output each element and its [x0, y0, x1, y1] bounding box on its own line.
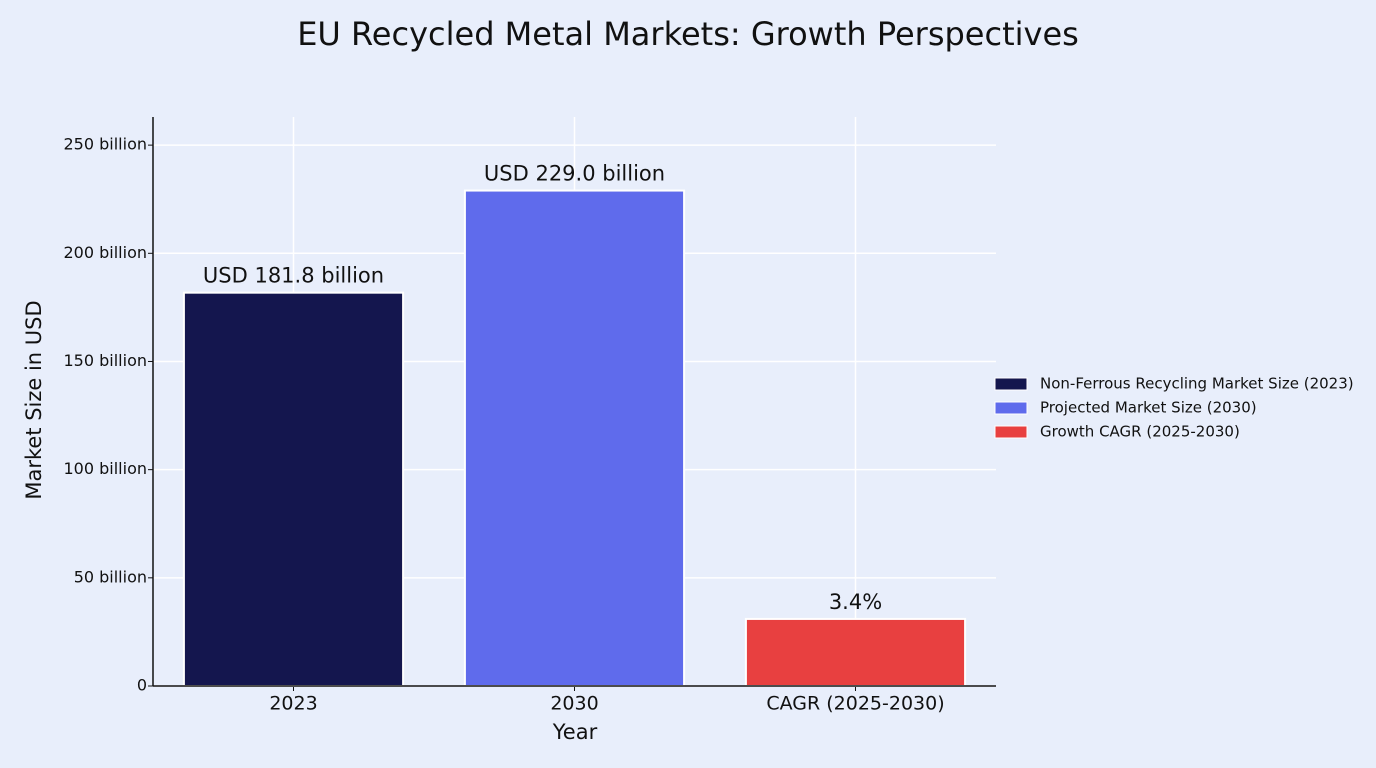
legend-swatch [994, 425, 1028, 439]
legend-label: Growth CAGR (2025-2030) [1040, 423, 1240, 441]
value-label: USD 229.0 billion [484, 162, 665, 186]
x-tick-label: 2030 [550, 693, 598, 715]
annotation: 3.4% [829, 590, 882, 614]
legend-label: Projected Market Size (2030) [1040, 399, 1257, 417]
bar [182, 291, 405, 687]
y-tick-label: 200 billion [64, 243, 148, 262]
chart-title: EU Recycled Metal Markets: Growth Perspe… [297, 15, 1079, 53]
y-tick-label: 250 billion [64, 135, 148, 154]
legend-label: Non-Ferrous Recycling Market Size (2023) [1040, 375, 1354, 393]
y-tick-label: 50 billion [74, 567, 147, 586]
y-tick-label: 0 [137, 676, 147, 695]
bar [744, 617, 967, 688]
legend-swatch [994, 401, 1028, 415]
legend-swatch [994, 377, 1028, 391]
y-tick-label: 150 billion [64, 351, 148, 370]
y-axis-label: Market Size in USD [22, 300, 46, 499]
x-tick-label: 2023 [269, 693, 317, 715]
x-axis-label: Year [552, 720, 598, 744]
x-tick-label: CAGR (2025-2030) [766, 693, 944, 715]
value-label: USD 181.8 billion [203, 264, 384, 288]
bar [463, 189, 686, 687]
y-tick-label: 100 billion [64, 459, 148, 478]
